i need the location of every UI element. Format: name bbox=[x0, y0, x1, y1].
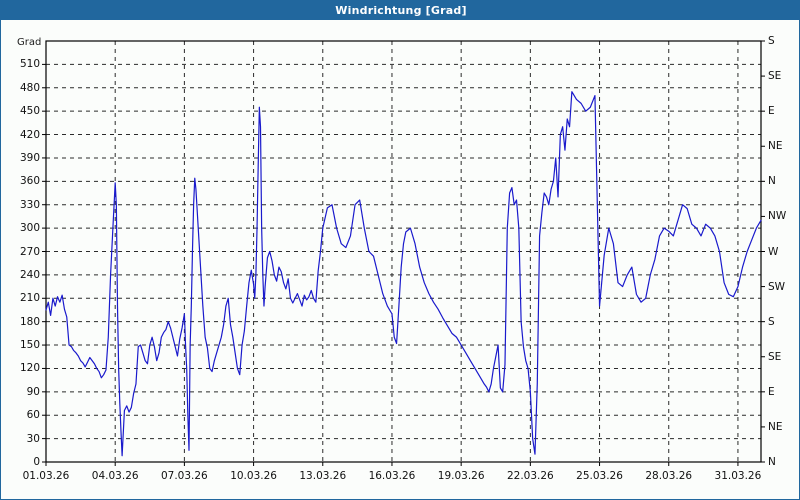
y-axis-tick-label-left: 330 bbox=[19, 198, 40, 211]
y-axis-tick-label-right: SE bbox=[768, 350, 782, 363]
x-axis-tick-label: 25.03.26 bbox=[576, 470, 623, 482]
x-axis-tick-label: 13.03.26 bbox=[299, 470, 347, 482]
x-axis-tick-label: 28.03.26 bbox=[645, 470, 693, 482]
y-axis-tick-label-right: SE bbox=[768, 70, 782, 83]
y-axis-tick-label-right: S bbox=[768, 35, 775, 47]
x-axis-tick-label: 16.03.26 bbox=[368, 470, 416, 482]
y-axis-tick-label-right: E bbox=[768, 385, 775, 398]
y-axis-tick-label-left: 510 bbox=[19, 58, 40, 71]
y-axis-tick-label-right: SW bbox=[768, 280, 786, 293]
y-axis-tick-label-left: 90 bbox=[26, 385, 40, 398]
y-axis-tick-label-right: W bbox=[768, 245, 779, 258]
y-axis-unit-label: Grad bbox=[17, 37, 42, 48]
y-axis-tick-label-right: NE bbox=[768, 420, 783, 433]
y-axis-tick-label-left: 120 bbox=[19, 362, 40, 375]
wind-direction-plot bbox=[42, 40, 765, 466]
y-axis-tick-label-left: 0 bbox=[33, 456, 40, 468]
y-axis-tick-label-left: 420 bbox=[19, 128, 40, 141]
y-axis-tick-label-left: 300 bbox=[19, 222, 40, 235]
y-axis-tick-label-left: 450 bbox=[19, 105, 40, 118]
y-axis-tick-label-right: NW bbox=[768, 210, 787, 223]
y-axis-tick-label-right: N bbox=[768, 175, 776, 188]
y-axis-tick-label-left: 240 bbox=[19, 268, 40, 281]
chart-canvas: Grad 0 30 60 90 120 150 180 210 240 270 300 330 360 3… bbox=[1, 20, 799, 499]
y-axis-tick-label-right: E bbox=[768, 105, 775, 118]
y-axis-tick-label-right: NE bbox=[768, 140, 783, 153]
x-axis-tick-label: 22.03.26 bbox=[506, 470, 554, 482]
y-axis-tick-label-left: 180 bbox=[19, 315, 40, 328]
x-axis-tick-label: 19.03.26 bbox=[437, 470, 485, 482]
x-axis-tick-label: 01.03.26 bbox=[22, 470, 70, 482]
window-title: Windrichtung [Grad] bbox=[1, 1, 799, 20]
x-axis-tick-label: 04.03.26 bbox=[91, 470, 139, 482]
y-axis-tick-label-left: 390 bbox=[19, 151, 40, 164]
y-axis-tick-label-right: S bbox=[768, 315, 775, 328]
y-axis-tick-label-left: 480 bbox=[19, 81, 40, 94]
y-axis-tick-label-left: 270 bbox=[19, 245, 40, 258]
y-axis-tick-label-left: 60 bbox=[26, 409, 40, 422]
y-axis-tick-label-left: 150 bbox=[19, 339, 40, 352]
x-axis-tick-label: 31.03.26 bbox=[714, 470, 762, 482]
y-axis-tick-label-left: 210 bbox=[19, 292, 40, 305]
y-axis-tick-label-right: N bbox=[768, 456, 776, 468]
data-series-line bbox=[45, 91, 762, 457]
y-axis-tick-label-left: 30 bbox=[26, 432, 40, 445]
y-axis-tick-label-left: 360 bbox=[19, 175, 40, 188]
x-axis-tick-label: 07.03.26 bbox=[160, 470, 208, 482]
x-axis-tick-label: 10.03.26 bbox=[230, 470, 277, 482]
